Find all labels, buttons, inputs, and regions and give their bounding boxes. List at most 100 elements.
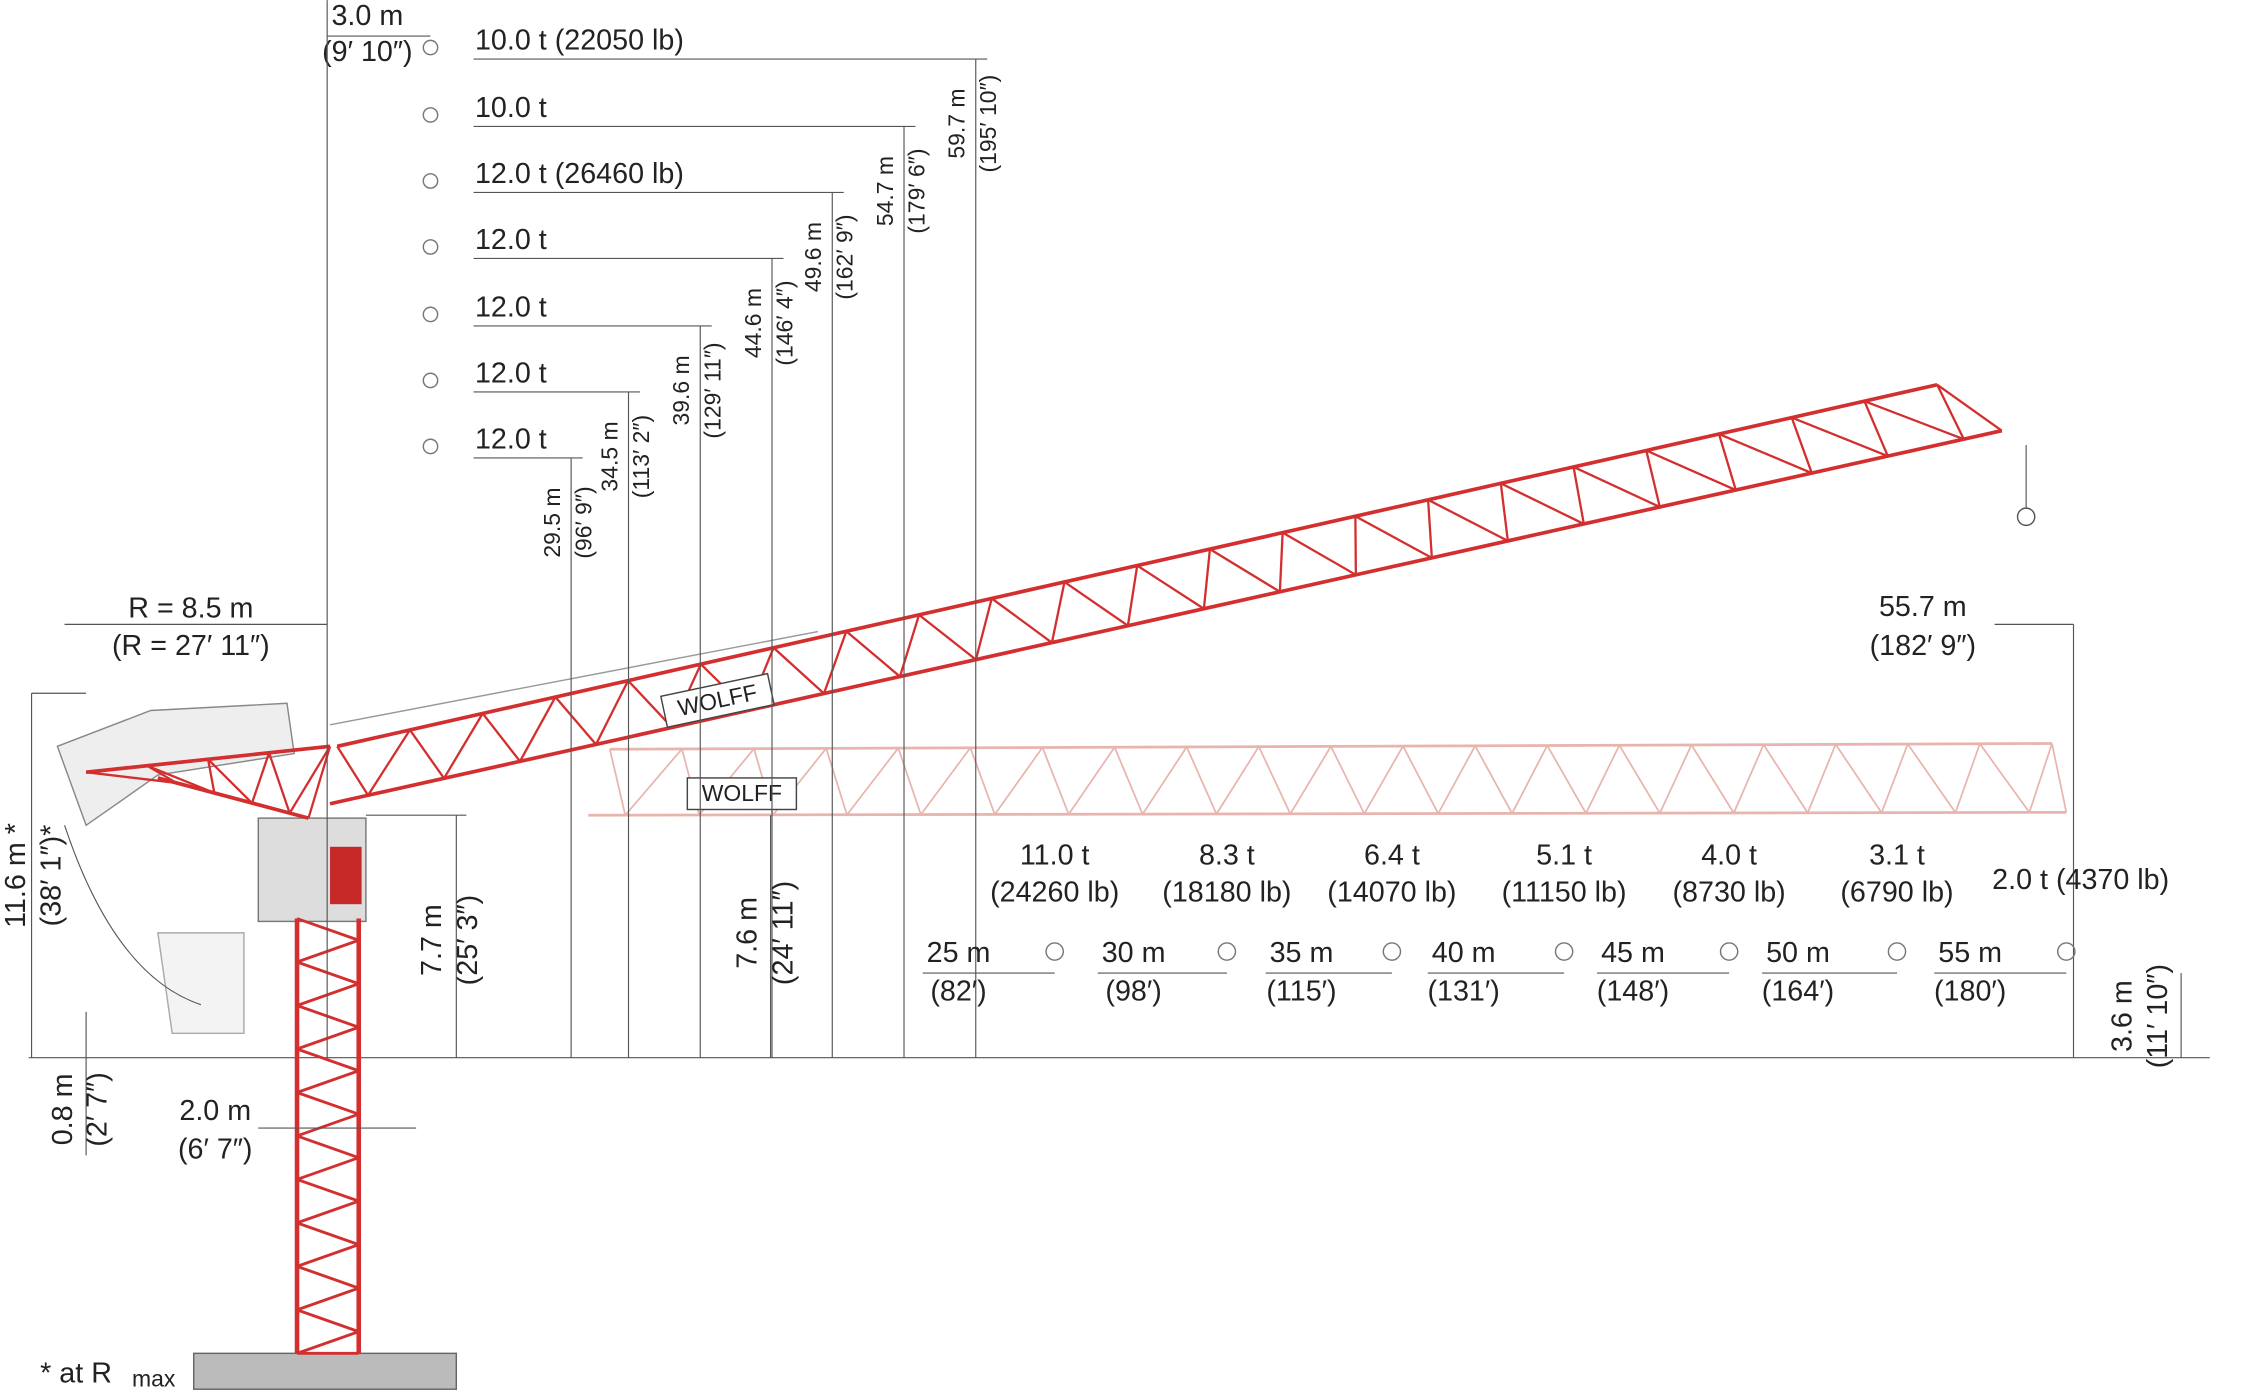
raised-jib-brace bbox=[845, 630, 901, 678]
dimension: 2.0 m bbox=[179, 1095, 251, 1127]
flat-jib-brace bbox=[1659, 744, 1693, 814]
flat-jib-brace bbox=[1330, 745, 1366, 815]
counter-jib-chord bbox=[157, 776, 309, 820]
raised-jib-brace bbox=[481, 712, 521, 763]
counter-jib-brace bbox=[267, 752, 291, 814]
flat-jib-brace bbox=[920, 747, 972, 816]
hook-icon bbox=[422, 39, 439, 56]
tower-brace bbox=[296, 1156, 360, 1181]
flat-jib-brace bbox=[1402, 745, 1439, 814]
hook-icon bbox=[1045, 942, 1065, 961]
raised-jib-brace bbox=[1573, 465, 1661, 509]
raised-jib-brace bbox=[1354, 515, 1433, 559]
dimension: (11′ 10″) bbox=[2142, 964, 2174, 1068]
jib-height-imperial: (146′ 4″) bbox=[771, 280, 797, 365]
radius-imperial: (131′) bbox=[1427, 976, 1499, 1008]
jib-load: 12.0 t bbox=[475, 291, 547, 323]
jib-height-imperial: (195′ 10″) bbox=[975, 75, 1001, 173]
raised-jib-brace bbox=[1718, 432, 1813, 475]
radius-imperial: (164′) bbox=[1762, 976, 1834, 1008]
dimension: (R = 27′ 11″) bbox=[112, 630, 270, 662]
hook-icon bbox=[1382, 942, 1402, 961]
radius-load: 2.0 t (4370 lb) bbox=[1992, 864, 2169, 896]
tower-brace bbox=[296, 982, 360, 1007]
flat-jib-brace bbox=[1113, 746, 1144, 815]
raised-jib-brace bbox=[991, 597, 1053, 644]
tower-brace bbox=[296, 1265, 360, 1290]
radius-imperial: (180′) bbox=[1934, 976, 2006, 1008]
raised-jib-brace bbox=[1126, 565, 1139, 626]
raised-jib-brace bbox=[1202, 548, 1212, 609]
radius-imperial: (115′) bbox=[1266, 976, 1336, 1008]
top-dimension-imperial: (9′ 10″) bbox=[322, 36, 412, 68]
jib-load: 10.0 t bbox=[475, 92, 547, 124]
raised-jib-brace bbox=[1063, 581, 1129, 627]
hook-icon bbox=[422, 239, 439, 255]
tower-brace bbox=[296, 1069, 360, 1094]
counter-jib-brace bbox=[250, 752, 271, 804]
raised-jib-brace bbox=[1500, 482, 1585, 525]
dimension: (25′ 3″) bbox=[452, 895, 484, 985]
dimension: R = 8.5 m bbox=[128, 593, 253, 625]
raised-jib-brace bbox=[1717, 433, 1737, 491]
dimension: 11.6 m * bbox=[0, 823, 32, 928]
raised-jib-brace bbox=[594, 680, 630, 745]
tower-brace bbox=[296, 1243, 360, 1268]
flat-jib-brace bbox=[1907, 743, 1957, 814]
radius-imperial: (82′) bbox=[930, 976, 986, 1008]
hook-icon bbox=[1554, 942, 1574, 961]
jib-height: 29.5 m bbox=[539, 487, 565, 557]
radius: 45 m bbox=[1601, 937, 1665, 969]
tower-brace bbox=[296, 1112, 360, 1138]
tower-brace bbox=[296, 1178, 360, 1203]
top-dimension: 3.0 m bbox=[331, 0, 403, 32]
jib-height: 59.7 m bbox=[944, 89, 970, 159]
raised-jib-brace bbox=[336, 745, 370, 796]
flat-jib-brace bbox=[1762, 744, 1809, 814]
raised-jib-brace bbox=[1572, 466, 1585, 525]
jib-height-imperial: (162′ 9″) bbox=[832, 214, 858, 299]
flat-jib-brace bbox=[1618, 744, 1661, 814]
flat-jib-brace bbox=[624, 748, 683, 816]
hook-icon bbox=[422, 173, 439, 189]
tower-brace bbox=[296, 1199, 360, 1225]
raised-jib-chord bbox=[329, 428, 2003, 806]
jib-height: 49.6 m bbox=[800, 222, 826, 292]
counter-jib-brace bbox=[207, 758, 253, 804]
flat-jib-brace bbox=[1363, 745, 1404, 815]
jib-height-imperial: (179′ 6″) bbox=[903, 148, 929, 233]
raised-jib-brace bbox=[1427, 498, 1509, 542]
footnote-subscript: max bbox=[132, 1366, 176, 1392]
jib-height-imperial: (96′ 9″) bbox=[571, 486, 597, 558]
flat-jib-brace bbox=[1141, 746, 1188, 815]
dimension: (182′ 9″) bbox=[1870, 630, 1976, 662]
tower-brace bbox=[296, 1134, 360, 1160]
raised-jib-brace bbox=[974, 598, 993, 660]
raised-jib-brace bbox=[1864, 400, 1965, 441]
jib-height: 39.6 m bbox=[668, 355, 694, 425]
raised-jib-brace bbox=[1936, 383, 2003, 432]
flat-jib-brace bbox=[825, 748, 848, 815]
jib-load: 12.0 t bbox=[475, 357, 547, 389]
raised-jib-brace bbox=[519, 696, 557, 762]
raised-jib-brace bbox=[1791, 416, 1889, 458]
radius-load: 8.3 t bbox=[1199, 839, 1255, 871]
raised-jib-brace bbox=[1209, 548, 1281, 593]
flat-jib-brace bbox=[609, 749, 627, 816]
tower-brace bbox=[296, 1221, 360, 1246]
tower-brace bbox=[296, 938, 360, 964]
radius: 35 m bbox=[1270, 937, 1334, 969]
flat-jib-brace bbox=[846, 747, 899, 816]
tower-brace bbox=[296, 1330, 360, 1355]
raised-jib-brace bbox=[367, 729, 411, 796]
hook-icon bbox=[422, 306, 439, 323]
flat-jib-brace bbox=[2028, 743, 2053, 813]
brand: WOLFF bbox=[702, 780, 782, 806]
tower-brace bbox=[296, 1004, 360, 1029]
flat-jib-brace bbox=[1067, 746, 1116, 815]
hook-icon bbox=[422, 372, 439, 389]
counter-jib-brace bbox=[85, 771, 177, 785]
radius-load-imperial: (11150 lb) bbox=[1502, 877, 1627, 909]
radius-load: 6.4 t bbox=[1364, 839, 1420, 871]
